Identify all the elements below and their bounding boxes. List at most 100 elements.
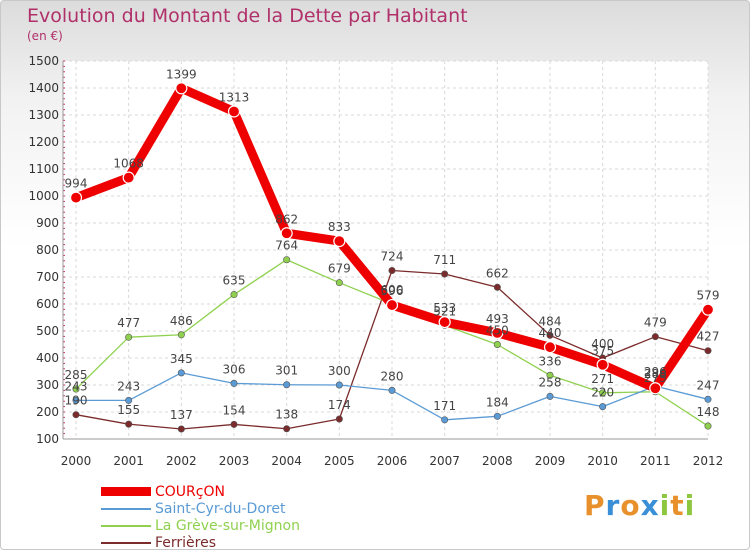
data-label: 662	[486, 266, 509, 280]
data-point	[546, 392, 554, 400]
data-point	[491, 326, 504, 339]
y-tick-label: 1400	[28, 81, 59, 95]
data-label: 285	[65, 368, 88, 382]
y-tick-label: 1200	[28, 135, 59, 149]
y-tick-label: 1100	[28, 162, 59, 176]
data-label: 427	[697, 330, 720, 344]
data-point	[230, 291, 238, 299]
legend-label: Ferrières	[155, 534, 217, 550]
data-label: 275	[644, 371, 667, 385]
data-label: 833	[328, 220, 351, 234]
x-tick-label: 2005	[324, 454, 355, 468]
data-point	[177, 425, 185, 433]
data-label: 493	[486, 312, 509, 326]
legend-swatch	[101, 507, 151, 510]
chart-legend: COURçON Saint-Cyr-du-Doret La Grève-sur-Mi…	[101, 483, 300, 550]
x-tick-label: 2010	[587, 454, 618, 468]
data-label: 1399	[166, 67, 197, 81]
data-point	[335, 279, 343, 287]
data-label: 440	[539, 326, 562, 340]
data-label: 724	[381, 250, 404, 264]
y-tick-label: 1000	[28, 189, 59, 203]
data-point	[701, 303, 715, 316]
data-point	[122, 171, 135, 184]
data-label: 579	[697, 289, 720, 303]
data-point	[335, 415, 343, 423]
data-label: 155	[117, 403, 140, 417]
data-point	[280, 227, 293, 240]
x-tick-label: 2001	[113, 454, 144, 468]
data-label: 258	[539, 375, 562, 389]
data-point	[704, 422, 712, 430]
data-point	[388, 386, 396, 394]
data-point	[333, 234, 346, 248]
logo-letter: i	[659, 489, 671, 522]
data-label: 375	[591, 344, 614, 358]
data-point	[72, 411, 80, 419]
data-point	[441, 416, 449, 424]
data-point	[72, 396, 80, 404]
data-point	[72, 385, 80, 393]
data-point	[441, 270, 449, 278]
data-label: 220	[591, 386, 614, 400]
data-label: 271	[591, 372, 614, 386]
data-point	[651, 333, 659, 341]
data-point	[438, 315, 451, 329]
data-label: 138	[275, 408, 298, 422]
y-tick-label: 900	[36, 216, 59, 230]
data-point	[599, 389, 607, 397]
data-label: 296	[644, 365, 667, 379]
y-tick-label: 200	[36, 405, 59, 419]
data-label: 300	[328, 364, 351, 378]
chart-subtitle: (en €)	[27, 29, 63, 43]
data-label: 301	[275, 364, 298, 378]
data-point	[283, 256, 291, 264]
data-point	[385, 298, 399, 312]
legend-item: Ferrières	[101, 534, 300, 550]
x-tick-label: 2006	[377, 454, 408, 468]
logo-letter: o	[620, 489, 641, 522]
data-label: 306	[223, 362, 246, 376]
data-label: 336	[539, 354, 562, 368]
data-point	[125, 333, 133, 341]
logo-letter: t	[670, 489, 685, 522]
data-point	[125, 420, 133, 428]
data-label: 154	[223, 403, 246, 417]
data-label: 243	[117, 379, 140, 393]
data-label: 148	[697, 405, 720, 419]
legend-item: COURçON	[101, 483, 300, 500]
x-tick-label: 2008	[482, 454, 513, 468]
y-tick-label: 700	[36, 270, 59, 284]
y-tick-label: 600	[36, 297, 59, 311]
data-label: 247	[697, 378, 720, 392]
data-point	[283, 425, 291, 433]
x-tick-label: 2004	[271, 454, 302, 468]
chart-title: Evolution du Montant de la Dette par Hab…	[27, 5, 468, 27]
data-point	[230, 379, 238, 387]
data-point	[596, 358, 609, 371]
data-label: 400	[591, 337, 614, 351]
data-point	[230, 420, 238, 428]
data-label: 486	[170, 314, 193, 328]
y-tick-label: 1300	[28, 108, 59, 122]
data-point	[493, 340, 501, 348]
y-tick-label: 1500	[28, 54, 59, 68]
logo-letter: P	[584, 489, 606, 522]
data-label: 521	[433, 304, 456, 318]
data-point	[177, 369, 185, 377]
legend-label: COURçON	[155, 483, 225, 500]
x-tick-label: 2011	[640, 454, 671, 468]
x-tick-label: 2007	[429, 454, 460, 468]
data-label: 243	[65, 379, 88, 393]
data-point	[599, 403, 607, 411]
data-label: 679	[328, 262, 351, 276]
data-label: 711	[433, 253, 456, 267]
data-label: 994	[65, 177, 88, 191]
data-point	[493, 283, 501, 291]
data-point	[227, 105, 241, 118]
logo-letter: i	[684, 489, 696, 522]
y-tick-label: 100	[36, 432, 59, 446]
data-label: 862	[275, 212, 298, 226]
legend-swatch	[101, 487, 151, 496]
data-point	[177, 331, 185, 339]
